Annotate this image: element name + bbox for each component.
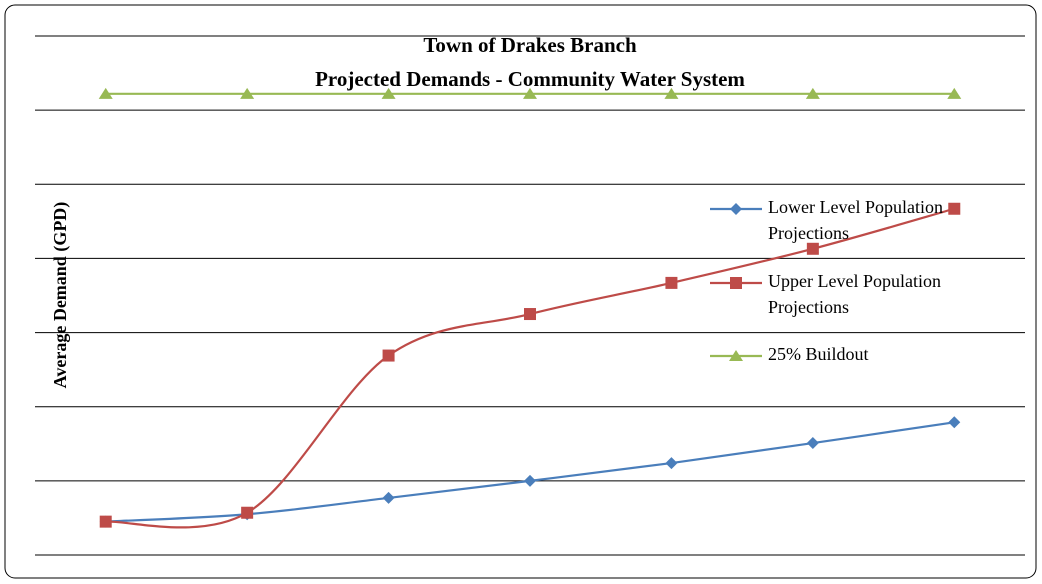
marker bbox=[382, 491, 395, 504]
marker bbox=[947, 87, 962, 99]
marker bbox=[665, 276, 678, 289]
marker bbox=[382, 349, 395, 362]
grid bbox=[35, 35, 1025, 556]
marker bbox=[948, 202, 961, 215]
chart-frame bbox=[4, 4, 1037, 579]
legend-item: Upper Level Population Projections bbox=[710, 271, 941, 317]
plot bbox=[98, 87, 962, 529]
marker bbox=[524, 474, 536, 487]
legend-label: Upper Level Population Projections bbox=[768, 271, 941, 317]
legend-marker bbox=[730, 203, 742, 215]
marker bbox=[524, 308, 536, 321]
marker bbox=[99, 515, 112, 528]
marker bbox=[664, 87, 679, 99]
legend-item: Lower Level Population Projections bbox=[710, 197, 943, 243]
legend-marker bbox=[729, 350, 743, 361]
marker bbox=[948, 416, 961, 429]
marker bbox=[665, 457, 678, 470]
legend-label: 25% Buildout bbox=[768, 344, 869, 364]
legend: Lower Level Population Projections Upper L… bbox=[710, 197, 943, 364]
chart-title: Projected Demands - Community Water Syst… bbox=[315, 67, 745, 91]
y-axis-title: Average Demand (GPD) bbox=[50, 202, 71, 389]
marker bbox=[241, 506, 254, 519]
marker bbox=[523, 87, 537, 99]
marker bbox=[806, 437, 819, 450]
marker bbox=[98, 87, 113, 99]
legend-marker bbox=[730, 277, 742, 289]
legend-label: Lower Level Population Projections bbox=[768, 197, 943, 243]
marker bbox=[806, 242, 819, 255]
marker bbox=[805, 87, 820, 99]
marker bbox=[381, 87, 396, 99]
legend-item: 25% Buildout bbox=[710, 344, 869, 364]
chart-title: Town of Drakes Branch bbox=[423, 33, 637, 57]
marker bbox=[240, 87, 255, 99]
